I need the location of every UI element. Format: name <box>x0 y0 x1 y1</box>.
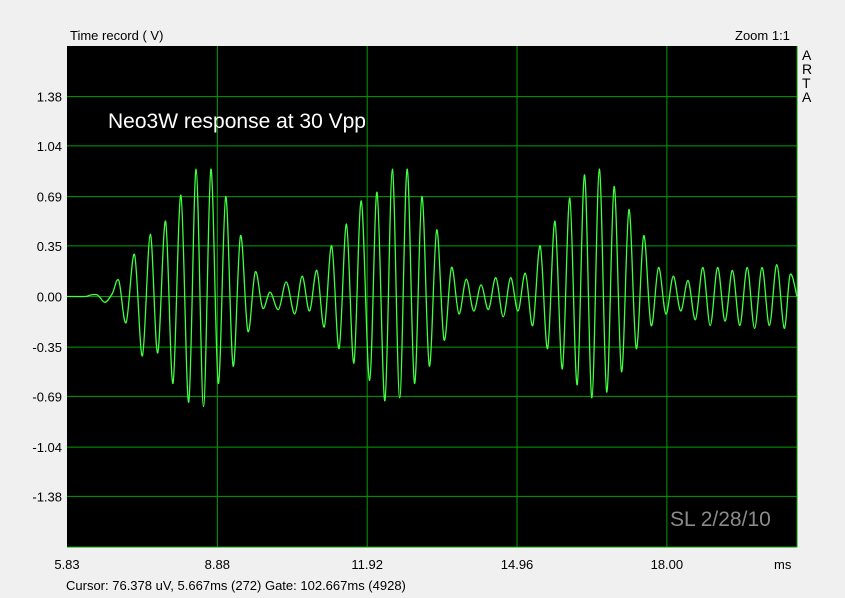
y-axis-label: Time record ( V) <box>70 28 163 43</box>
x-tick-label: 5.83 <box>54 557 79 572</box>
y-tick-label: 1.04 <box>37 139 62 154</box>
x-tick-label: 18.00 <box>651 557 684 572</box>
status-bar-text: Cursor: 76.378 uV, 5.667ms (272) Gate: 1… <box>66 578 406 593</box>
y-tick-label: 0.69 <box>37 190 62 205</box>
y-axis-tick-labels: 1.38 1.04 0.69 0.35 0.00 -0.35 -0.69 -1.04 -1.38 <box>32 90 62 505</box>
brand-letter: R <box>802 62 816 76</box>
y-tick-label: 0.00 <box>37 290 62 305</box>
zoom-label[interactable]: Zoom 1:1 <box>735 28 790 43</box>
arta-brand-logo: A R T A <box>802 48 816 104</box>
x-axis-unit-label: ms <box>774 557 792 572</box>
signature-annotation: SL 2/28/10 <box>670 508 771 531</box>
x-tick-label: 14.96 <box>501 557 534 572</box>
y-tick-label: 0.35 <box>37 239 62 254</box>
y-tick-label: -1.04 <box>32 440 62 455</box>
brand-letter: A <box>802 90 816 104</box>
y-tick-label: -0.69 <box>32 389 62 404</box>
brand-letter: T <box>802 76 816 90</box>
x-tick-label: 8.88 <box>205 557 230 572</box>
y-tick-label: 1.38 <box>37 90 62 105</box>
brand-letter: A <box>802 48 816 62</box>
y-tick-label: -0.35 <box>32 340 62 355</box>
chart-title: Neo3W response at 30 Vpp <box>108 110 366 133</box>
x-axis-tick-labels: 5.83 8.88 11.92 14.96 18.00 <box>54 557 683 572</box>
x-tick-label: 11.92 <box>351 557 383 572</box>
y-tick-label: -1.38 <box>32 489 62 504</box>
